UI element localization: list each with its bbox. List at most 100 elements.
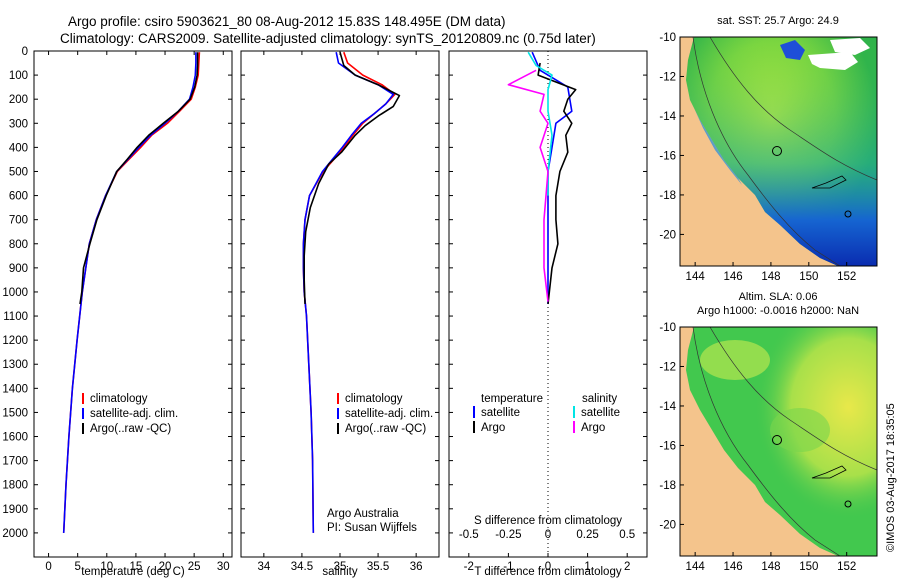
legend-label-s-satellite: satellite (581, 407, 620, 419)
x-tick-label: -1 (503, 561, 513, 573)
sla-map-frame (679, 326, 878, 557)
sst-map-axes: 144 146 148 150 152 -10 -12 -14 -16 -18 -20 (659, 32, 856, 283)
x-tick-label: 10 (100, 561, 113, 573)
salinity-legend: climatology satellite-adj. clim. Argo(..… (337, 393, 433, 435)
x-tick-label: 36 (410, 561, 423, 573)
depth-axis: 0 100 200 300 400 500 600 700 800 900 1000 1100 1200… (2, 46, 647, 540)
sst-missing-data-north (830, 38, 870, 55)
depth-tick-label: 1800 (2, 480, 28, 492)
map-lat-label: -14 (659, 111, 676, 123)
x2-tick-label: -0.25 (495, 529, 521, 541)
t-difference-axis-label: T difference from climatology (474, 566, 621, 578)
legend-label-climatology: climatology (90, 393, 148, 405)
depth-tick-label: 1500 (2, 407, 28, 419)
legend-label-s-argo: Argo (581, 422, 605, 434)
map-lon-label: 146 (723, 561, 742, 573)
map-lat-label: -12 (659, 361, 676, 373)
x2-tick-label: -0.5 (459, 529, 479, 541)
depth-tick-label: 1700 (2, 456, 28, 468)
sst-map (680, 37, 877, 266)
sla-reef-outline (811, 465, 847, 479)
diff-line-s-argo (507, 69, 549, 302)
depth-tick-label: 1300 (2, 359, 28, 371)
sst-coastal-cool (690, 100, 742, 185)
depth-tick-label: 100 (9, 70, 28, 82)
depth-tick-label: 800 (9, 239, 28, 251)
legend-label-argo: Argo(..raw -QC) (345, 423, 426, 435)
map-lat-label: -10 (659, 32, 676, 44)
sla-isobath-2 (709, 327, 877, 471)
sst-cold-patch (780, 40, 805, 60)
diff-line-s-satellite (527, 51, 553, 196)
x-tick-label: 2 (624, 561, 630, 573)
difference-legend: temperature salinity satellite Argo sate… (473, 393, 620, 434)
depth-tick-label: 500 (9, 166, 28, 178)
depth-tick-label: 1400 (2, 383, 28, 395)
legend-title-salinity: salinity (582, 393, 617, 405)
x-tick-label: 15 (130, 561, 143, 573)
sla-map-title-line2: Argo h1000: -0.0016 h2000: NaN (697, 305, 859, 317)
legend-title-temperature: temperature (481, 393, 543, 405)
x-tick-label: 0 (545, 561, 551, 573)
map-lat-label: -20 (659, 519, 676, 531)
map-lon-label: 144 (686, 561, 706, 573)
x2-tick-label: 0.25 (576, 529, 598, 541)
series-line-climatology (302, 51, 396, 533)
depth-tick-label: 1200 (2, 335, 28, 347)
sst-reef-marker (844, 210, 852, 218)
legend-label-climatology: climatology (345, 393, 403, 405)
salinity-plot-frame (240, 50, 440, 558)
x-tick-label: -2 (464, 561, 474, 573)
sst-map-title: sat. SST: 25.7 Argo: 24.9 (717, 15, 839, 27)
x2-tick-label: 0.5 (619, 529, 635, 541)
sla-map (680, 327, 877, 556)
annotation-argo-australia: Argo Australia (327, 508, 399, 520)
sst-map-frame (679, 36, 878, 267)
map-lat-label: -12 (659, 71, 676, 83)
temperature-plot-frame (33, 50, 233, 558)
map-lat-label: -20 (659, 229, 676, 241)
depth-tick-label: 900 (9, 263, 28, 275)
sst-isobath-2 (709, 37, 877, 181)
depth-tick-label: 300 (9, 118, 28, 130)
sla-argo-position (772, 435, 782, 445)
sla-map-title-line1: Altim. SLA: 0.06 (739, 291, 818, 303)
sla-mid (770, 408, 830, 452)
sla-map-axes: 144 146 148 150 152 -10 -12 -14 -16 -18 -20 (659, 322, 856, 573)
x-tick-label: 5 (74, 561, 80, 573)
header-line2: Climatology: CARS2009. Satellite-adjuste… (60, 31, 596, 46)
diff-line-t-argo (537, 62, 577, 305)
map-lat-label: -18 (659, 190, 676, 202)
map-lon-label: 146 (723, 271, 742, 283)
depth-tick-label: 1000 (2, 287, 28, 299)
map-lon-label: 152 (837, 271, 856, 283)
series-line-satellite (302, 52, 395, 533)
salinity-plot: 34 34.5 35 35.5 36 (257, 51, 423, 573)
legend-label-t-argo: Argo (481, 422, 505, 434)
depth-tick-label: 1100 (3, 311, 28, 323)
salinity-axis-label: salinity (322, 566, 357, 578)
map-lat-label: -18 (659, 480, 676, 492)
x-tick-label: 35 (334, 561, 347, 573)
sla-isobath-1 (692, 327, 841, 556)
sla-high-north (700, 340, 770, 380)
sst-isobath-1 (692, 37, 841, 266)
map-lat-label: -14 (659, 401, 676, 413)
difference-plot: -2 -1 0 1 2 -0.5 -0.25 0 0.25 0.5 (459, 51, 635, 573)
legend-label-t-satellite: satellite (481, 407, 520, 419)
map-lon-label: 148 (761, 561, 780, 573)
x-tick-label: 25 (188, 561, 201, 573)
diff-line-t-satellite (531, 51, 573, 304)
map-lon-label: 152 (837, 561, 856, 573)
temperature-plot: 0 5 10 15 20 25 30 (45, 51, 230, 573)
depth-tick-label: 1600 (2, 432, 28, 444)
x2-tick-label: 0 (545, 529, 551, 541)
legend-label-satellite: satellite-adj. clim. (90, 408, 178, 420)
x-tick-label: 34 (257, 561, 270, 573)
map-lon-label: 150 (799, 561, 818, 573)
s-difference-axis-label: S difference from climatology (474, 515, 622, 527)
temperature-axis-label: temperature (deg C) (81, 566, 185, 578)
map-lon-label: 144 (686, 271, 706, 283)
x-tick-label: 30 (217, 561, 230, 573)
header-line1: Argo profile: csiro 5903621_80 08-Aug-20… (68, 14, 506, 29)
